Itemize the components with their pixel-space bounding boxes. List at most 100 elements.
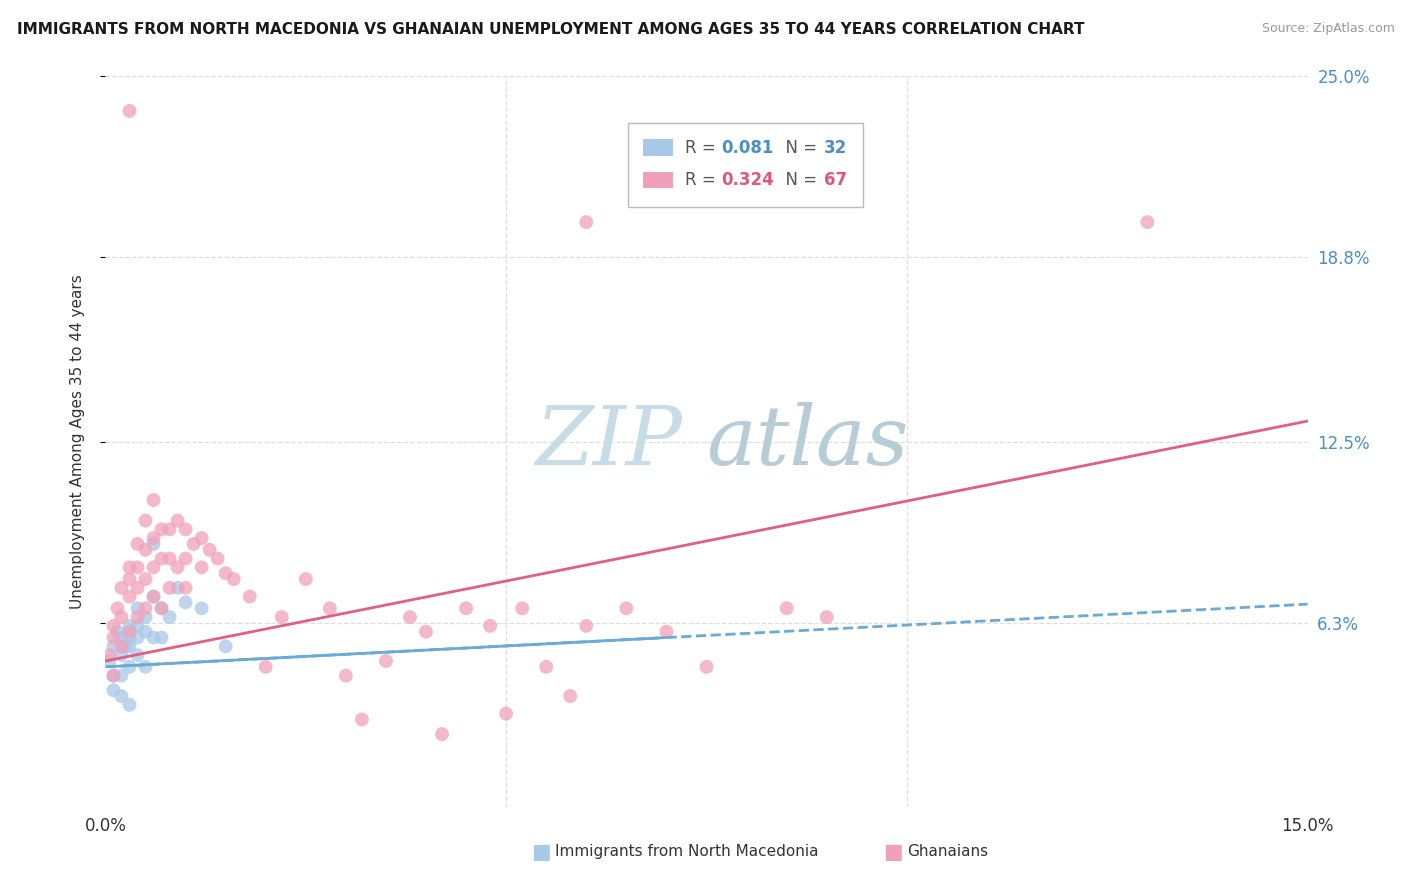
Point — [127, 648, 149, 662]
Point — [166, 581, 188, 595]
Point — [1136, 215, 1159, 229]
Point — [479, 619, 502, 633]
Point — [150, 601, 173, 615]
Point — [335, 668, 357, 682]
Point — [135, 542, 157, 557]
Text: N =: N = — [775, 138, 823, 156]
Point — [150, 601, 173, 615]
Point — [174, 595, 197, 609]
Point — [142, 590, 165, 604]
Point — [776, 601, 799, 615]
Point — [118, 619, 141, 633]
Point — [135, 610, 157, 624]
Point — [456, 601, 478, 615]
Point — [536, 660, 558, 674]
Point — [142, 631, 165, 645]
Point — [214, 566, 236, 581]
Point — [118, 660, 141, 674]
Point — [142, 590, 165, 604]
Point — [110, 648, 132, 662]
Point — [103, 631, 125, 645]
Point — [350, 713, 373, 727]
Point — [150, 522, 173, 536]
Point — [174, 551, 197, 566]
Text: 67: 67 — [824, 171, 848, 189]
Point — [495, 706, 517, 721]
Point — [254, 660, 277, 674]
Point — [159, 581, 181, 595]
Point — [575, 215, 598, 229]
Point — [114, 640, 136, 654]
Point — [118, 103, 141, 118]
Point — [560, 689, 582, 703]
Y-axis label: Unemployment Among Ages 35 to 44 years: Unemployment Among Ages 35 to 44 years — [70, 274, 84, 609]
FancyBboxPatch shape — [643, 172, 673, 188]
Text: Immigrants from North Macedonia: Immigrants from North Macedonia — [555, 845, 818, 859]
Point — [103, 668, 125, 682]
Point — [127, 619, 149, 633]
Point — [118, 572, 141, 586]
Point — [127, 631, 149, 645]
Point — [174, 522, 197, 536]
Point — [118, 631, 141, 645]
Point — [142, 531, 165, 545]
Point — [103, 619, 125, 633]
Point — [190, 560, 212, 574]
Point — [107, 624, 129, 639]
Text: 0.081: 0.081 — [721, 138, 773, 156]
FancyBboxPatch shape — [628, 123, 863, 208]
Point — [207, 551, 229, 566]
Point — [98, 654, 121, 668]
Point — [142, 493, 165, 508]
Text: ■: ■ — [531, 842, 551, 862]
Text: 0.324: 0.324 — [721, 171, 773, 189]
Point — [118, 590, 141, 604]
Text: N =: N = — [775, 171, 823, 189]
Point — [135, 601, 157, 615]
Point — [319, 601, 342, 615]
Point — [270, 610, 292, 624]
Point — [107, 601, 129, 615]
Point — [110, 689, 132, 703]
Point — [110, 668, 132, 682]
Point — [110, 581, 132, 595]
Point — [222, 572, 245, 586]
Point — [166, 560, 188, 574]
Point — [118, 640, 141, 654]
Point — [118, 624, 141, 639]
Point — [110, 640, 132, 654]
Text: R =: R = — [685, 171, 721, 189]
Point — [127, 560, 149, 574]
Point — [135, 660, 157, 674]
Point — [142, 560, 165, 574]
Point — [616, 601, 638, 615]
Point — [430, 727, 453, 741]
Point — [399, 610, 422, 624]
Point — [150, 631, 173, 645]
Point — [127, 601, 149, 615]
Point — [103, 683, 125, 698]
Text: atlas: atlas — [707, 401, 908, 482]
Point — [696, 660, 718, 674]
Text: IMMIGRANTS FROM NORTH MACEDONIA VS GHANAIAN UNEMPLOYMENT AMONG AGES 35 TO 44 YEA: IMMIGRANTS FROM NORTH MACEDONIA VS GHANA… — [17, 22, 1084, 37]
Point — [103, 668, 125, 682]
Point — [655, 624, 678, 639]
Point — [166, 514, 188, 528]
Text: 32: 32 — [824, 138, 848, 156]
Point — [159, 522, 181, 536]
Point — [815, 610, 838, 624]
Text: ZIP: ZIP — [536, 401, 682, 482]
Point — [127, 581, 149, 595]
Point — [103, 640, 125, 654]
Point — [295, 572, 318, 586]
Point — [150, 551, 173, 566]
Text: Source: ZipAtlas.com: Source: ZipAtlas.com — [1261, 22, 1395, 36]
Point — [127, 537, 149, 551]
Point — [127, 610, 149, 624]
Point — [183, 537, 205, 551]
Point — [159, 610, 181, 624]
Text: Ghanaians: Ghanaians — [907, 845, 988, 859]
Point — [159, 551, 181, 566]
Point — [174, 581, 197, 595]
Point — [110, 610, 132, 624]
